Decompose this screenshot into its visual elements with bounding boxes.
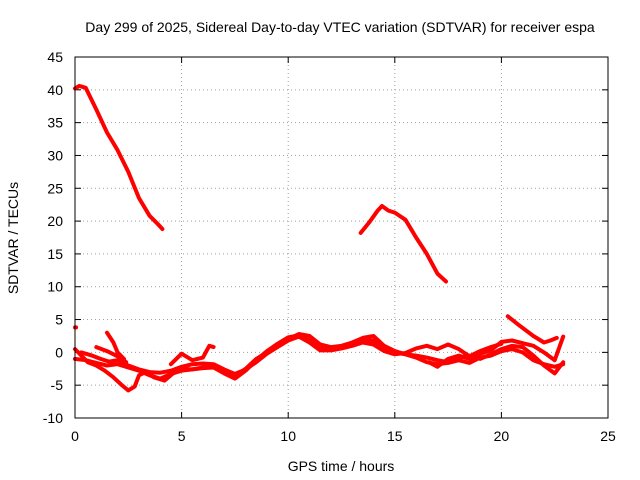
x-tick-label: 10	[280, 428, 296, 444]
x-tick-label: 20	[494, 428, 510, 444]
y-tick-label: 40	[47, 82, 63, 98]
y-tick-label: 15	[47, 246, 63, 262]
y-tick-label: 0	[55, 344, 63, 360]
y-tick-label: 10	[47, 279, 63, 295]
series-arc-high-2	[358, 204, 448, 284]
series-arc-low-6	[168, 343, 216, 367]
y-tick-label: -10	[43, 410, 63, 426]
y-tick-label: 30	[47, 147, 63, 163]
plot-frame	[74, 56, 609, 419]
y-tick-label: -5	[51, 377, 64, 393]
y-tick-label: 20	[47, 213, 63, 229]
series-arc-low-1	[73, 332, 566, 393]
y-tick-label: 25	[47, 180, 63, 196]
x-tick-label: 25	[600, 428, 616, 444]
y-tick-label: 5	[55, 312, 63, 328]
series-arc-low-3	[79, 334, 504, 376]
y-tick-label: 35	[47, 115, 63, 131]
series-arc-low-5	[105, 330, 126, 361]
x-axis-label: GPS time / hours	[288, 458, 395, 474]
series-arc-high-1	[73, 83, 165, 231]
data-series	[73, 83, 566, 393]
y-tick-label: 45	[47, 49, 63, 65]
series-arc-low-7	[505, 314, 559, 345]
axis-ticks: 0 5 10 15 20 25 -10 -5 0 5 10 15 20 25 30 35 40 45	[43, 49, 616, 444]
chart-title: Day 299 of 2025, Sidereal Day-to-day VTE…	[85, 19, 595, 35]
x-tick-label: 0	[71, 428, 79, 444]
series-arc-low-2	[73, 333, 566, 381]
series-arc-low-8	[426, 334, 566, 369]
x-tick-label: 5	[178, 428, 186, 444]
x-tick-label: 15	[387, 428, 403, 444]
grid-lines	[75, 57, 608, 418]
y-axis-label: SDTVAR / TECUs	[5, 182, 21, 294]
